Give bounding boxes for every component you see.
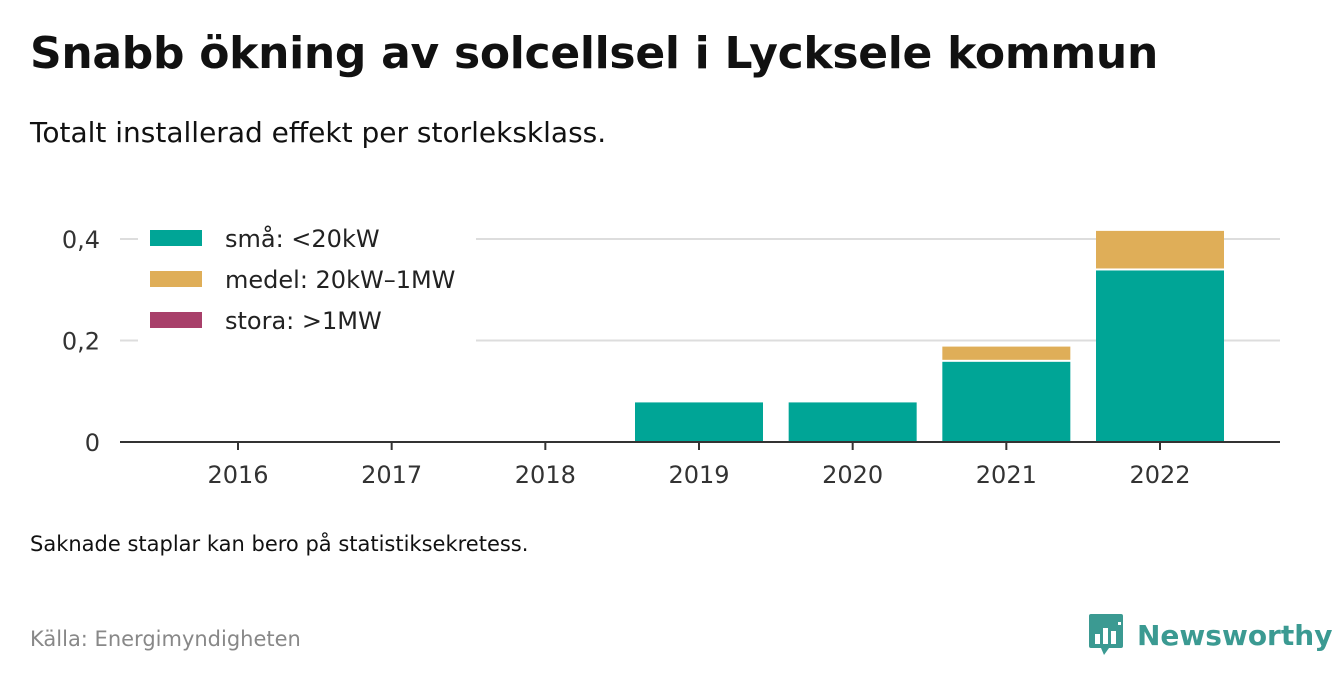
legend-swatch [150,230,202,246]
legend: små: <20kW medel: 20kW–1MW stora: >1MW [138,218,476,346]
bars [635,230,1224,442]
bar-2021-series-0 [942,361,1071,442]
x-tick-label: 2021 [976,461,1037,489]
source-credit: Källa: Energimyndigheten [30,627,301,651]
bar-2021-series-1 [942,346,1071,360]
newsworthy-logo: Newsworthy [1087,611,1332,659]
bar-2022-series-0 [1096,270,1224,442]
x-tick-label: 2016 [207,461,268,489]
x-tick-label: 2019 [668,461,729,489]
legend-label: små: <20kW [225,224,380,253]
y-tick-label: 0,2 [62,328,100,356]
chart-subtitle: Totalt installerad effekt per storlekskl… [30,116,607,149]
x-tick-label: 2017 [361,461,422,489]
y-tick-label: 0,4 [62,226,100,254]
legend-swatch [150,271,202,287]
x-tick-label: 2020 [822,461,883,489]
brand-name: Newsworthy [1137,618,1333,652]
y-tick-label: 0 [85,429,100,457]
x-tick-label: 2018 [515,461,576,489]
x-tick-label: 2022 [1129,461,1190,489]
legend-label: medel: 20kW–1MW [225,266,455,294]
chart-bubble-icon [1089,614,1123,655]
legend-swatch [150,312,202,328]
chart-title: Snabb ökning av solcellsel i Lycksele ko… [30,28,1158,79]
footnote: Saknade staplar kan bero på statistiksek… [30,532,529,556]
bar-2022-series-1 [1096,230,1224,269]
bar-2020-series-0 [788,402,917,442]
axes: 0 0,2 0,4 2016 2017 2018 2019 2020 2021 2022 [62,226,1280,489]
bar-2019-series-0 [635,402,763,442]
legend-label: stora: >1MW [225,307,382,335]
